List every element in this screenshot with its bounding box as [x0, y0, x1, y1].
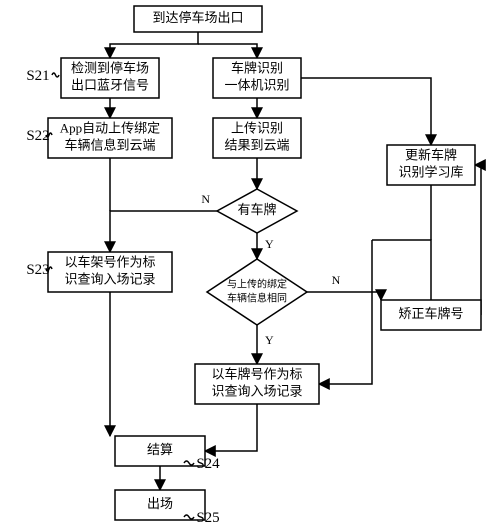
- branch-label: N: [332, 273, 341, 287]
- node-text-upload-0: 上传识别: [231, 120, 283, 135]
- flow-edge: [301, 78, 431, 145]
- node-text-s22-1: 车辆信息到云端: [64, 137, 155, 152]
- flow-edge: [372, 240, 431, 300]
- node-text-start-0: 到达停车场出口: [152, 10, 243, 25]
- branch-label: N: [201, 192, 210, 206]
- flow-edge: [205, 404, 257, 451]
- node-text-s24-0: 结算: [147, 442, 173, 457]
- step-label: S24: [196, 456, 220, 472]
- node-text-d2-0: 与上传的绑定: [227, 277, 287, 290]
- node-text-d1-0: 有车牌: [237, 202, 276, 217]
- node-text-update-0: 更新车牌: [405, 147, 457, 162]
- flow-edge: [198, 44, 257, 58]
- node-text-query2-1: 识查询入场记录: [211, 383, 302, 398]
- node-text-s23-1: 识查询入场记录: [64, 271, 155, 286]
- node-text-recog-0: 车牌识别: [231, 60, 283, 75]
- step-label-connector: [52, 73, 59, 77]
- node-text-update-1: 识别学习库: [398, 164, 463, 179]
- step-label: S21: [26, 68, 49, 84]
- flow-edge: [110, 211, 217, 252]
- node-text-d2-1: 车辆信息相同: [227, 291, 287, 304]
- node-text-s25-0: 出场: [147, 496, 173, 511]
- flow-edge: [475, 165, 481, 315]
- step-label: S25: [196, 510, 219, 526]
- flow-edge: [319, 240, 372, 384]
- flow-edge: [307, 292, 381, 300]
- node-text-corr-0: 矫正车牌号: [398, 306, 463, 321]
- node-text-s21-0: 检测到停车场: [71, 60, 149, 75]
- flow-edge: [110, 32, 198, 58]
- node-text-recog-1: 一体机识别: [224, 77, 289, 92]
- node-d2: [207, 259, 307, 325]
- branch-label: Y: [265, 333, 274, 347]
- node-text-s22-0: App自动上传绑定: [60, 120, 160, 135]
- branch-label: Y: [265, 237, 274, 251]
- node-text-upload-1: 结果到云端: [224, 137, 289, 152]
- node-text-s21-1: 出口蓝牙信号: [71, 77, 149, 92]
- node-text-s23-0: 以车架号作为标: [64, 254, 155, 269]
- node-text-query2-0: 以车牌号作为标: [211, 366, 302, 381]
